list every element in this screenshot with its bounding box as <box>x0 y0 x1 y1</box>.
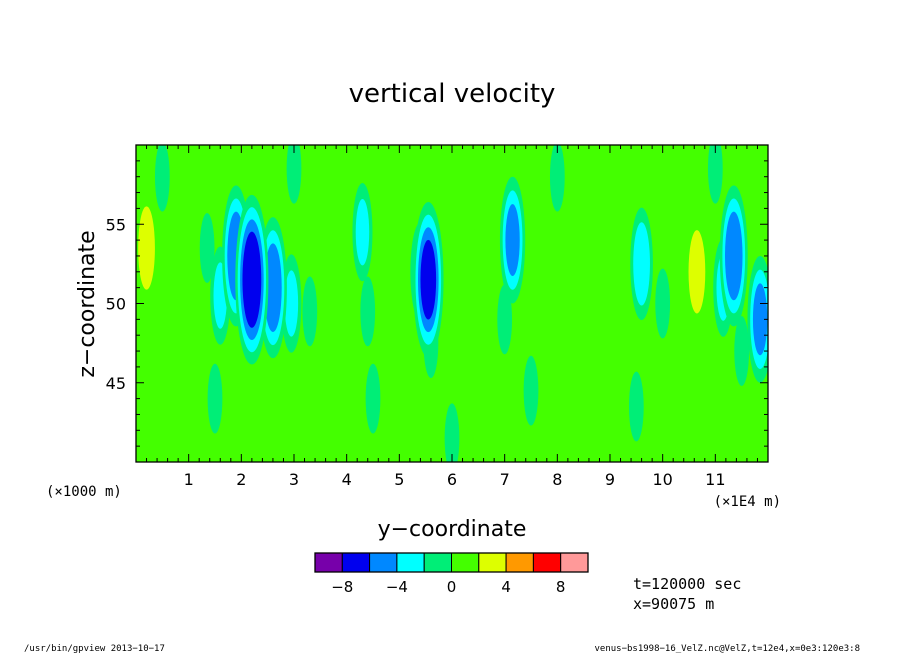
contour-cell-12-2 <box>734 316 750 386</box>
contour-cell-32-4 <box>138 206 155 290</box>
contour-cell-18-2 <box>286 145 302 204</box>
x-tick-label: 7 <box>500 470 510 489</box>
contour-cell-27-4 <box>284 270 299 337</box>
contour-cell-11-2 <box>655 268 671 339</box>
velocity-field <box>136 145 768 462</box>
colorbar-swatch <box>560 552 589 573</box>
contour-cell-40-8 <box>242 231 262 328</box>
footer-right: venus−bs1998−16_VelZ.nc@VelZ,t=12e4,x=0e… <box>594 644 860 654</box>
contour-cell-39-8 <box>420 239 437 320</box>
colorbar-swatch <box>423 552 453 573</box>
y-tick-label: 55 <box>106 215 126 234</box>
colorbar-swatch <box>341 552 371 573</box>
contour-cell-14-2 <box>365 363 381 434</box>
x-unit-right: (×1E4 m) <box>714 494 781 510</box>
contour-cell-35-6 <box>752 283 768 356</box>
x-tick-label: 11 <box>705 470 725 489</box>
contour-cell-3-2 <box>465 229 481 299</box>
position-info: x=90075 m <box>633 595 714 613</box>
contour-cell-38-6 <box>724 211 743 301</box>
colorbar-swatch <box>451 552 480 573</box>
contour-cell-13-2 <box>207 363 223 434</box>
contour-cell-1-2 <box>302 276 318 347</box>
y-tick-label: 50 <box>106 295 126 314</box>
contour-cell-24-2 <box>601 229 619 314</box>
colorbar-frame <box>314 552 589 573</box>
contour-cell-21-2 <box>154 145 170 212</box>
x-tick-label: 2 <box>236 470 246 489</box>
x-tick-label: 10 <box>652 470 672 489</box>
contour-cell-20-2 <box>707 145 723 204</box>
time-info: t=120000 sec <box>633 575 741 593</box>
footer-left: /usr/bin/gpview 2013−10−17 <box>24 644 165 654</box>
contour-cell-15-2 <box>523 355 539 426</box>
contour-cell-31-4 <box>633 222 650 306</box>
contour-cell-4-2 <box>323 229 339 299</box>
colorbar-swatch <box>505 552 534 573</box>
colorbar-swatch <box>396 552 425 573</box>
contour-cell-16-2 <box>628 371 644 442</box>
x-tick-label: 6 <box>447 470 457 489</box>
contour-cell-28-4 <box>355 199 370 266</box>
contour-cell-5-2 <box>555 213 570 283</box>
x-tick-label: 3 <box>289 470 299 489</box>
x-unit-left: (×1000 m) <box>46 484 122 500</box>
colorbar-tick-label: −4 <box>386 578 408 596</box>
x-tick-label: 9 <box>605 470 615 489</box>
contour-cell-10-2 <box>497 284 513 355</box>
colorbar-tick-label: −8 <box>331 578 353 596</box>
contour-cell-6-2 <box>531 189 547 260</box>
colorbar-swatch <box>478 552 507 573</box>
contour-cell-0-2 <box>199 213 215 283</box>
y-axis-label: z−coordinate <box>75 230 100 377</box>
contour-cell-37-6 <box>264 243 282 332</box>
contour-cell-33-4 <box>688 230 706 314</box>
contour-cell-17-2 <box>444 403 460 462</box>
y-tick-label: 45 <box>106 374 126 393</box>
x-tick-label: 8 <box>552 470 562 489</box>
colorbar-swatch <box>532 552 562 573</box>
contour-cell-8-2 <box>360 276 376 347</box>
colorbar-tick-label: 4 <box>501 578 511 596</box>
colorbar-tick-label: 8 <box>556 578 566 596</box>
x-tick-label: 4 <box>342 470 352 489</box>
chart-title: vertical velocity <box>349 79 556 109</box>
colorbar-swatch <box>314 552 343 573</box>
colorbar-swatch <box>369 552 398 573</box>
x-tick-label: 5 <box>394 470 404 489</box>
contour-cell-34-6 <box>505 204 520 277</box>
contour-cell-23-2 <box>580 237 598 322</box>
colorbar-tick-label: 0 <box>447 578 457 596</box>
contour-cell-19-2 <box>549 145 565 212</box>
x-tick-label: 1 <box>184 470 194 489</box>
x-axis-label: y−coordinate <box>378 517 527 542</box>
contour-blobs <box>136 145 768 462</box>
colorbar: −8 −4 0 4 8 <box>314 552 589 596</box>
contour-cell-22-2 <box>445 229 464 314</box>
